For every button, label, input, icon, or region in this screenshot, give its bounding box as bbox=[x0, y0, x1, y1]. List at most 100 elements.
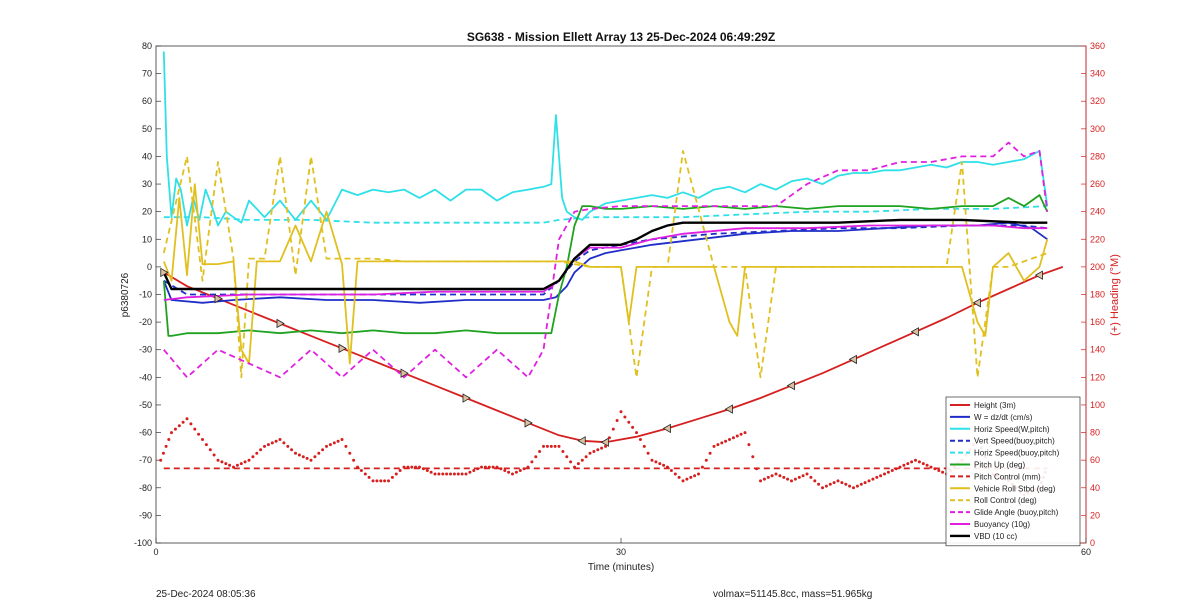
heading-point bbox=[421, 467, 425, 471]
y-tick-label: -100 bbox=[134, 538, 152, 548]
y-tick-label: 50 bbox=[142, 124, 152, 134]
heading-point bbox=[445, 472, 449, 476]
footer-mass-info: volmax=51145.8cc, mass=51.965kg bbox=[713, 589, 873, 600]
heading-point bbox=[759, 479, 762, 483]
series-line-0 bbox=[163, 266, 1064, 444]
heading-point bbox=[228, 463, 232, 467]
height-marker bbox=[338, 343, 347, 354]
series-line-1 bbox=[162, 221, 1048, 304]
heading-point bbox=[247, 458, 251, 462]
heading-point bbox=[499, 467, 503, 471]
series-line-7 bbox=[162, 183, 1049, 365]
heading-point bbox=[611, 427, 615, 431]
y2-tick-label: 300 bbox=[1090, 124, 1105, 134]
heading-point bbox=[592, 450, 596, 453]
y-tick-label: 0 bbox=[147, 262, 152, 272]
y-tick-label: -20 bbox=[139, 317, 152, 327]
heading-point bbox=[762, 477, 766, 481]
heading-point bbox=[824, 484, 828, 488]
y-tick-label: 40 bbox=[142, 151, 152, 161]
heading-point bbox=[278, 438, 282, 441]
height-marker bbox=[400, 368, 409, 378]
legend-label-4: Horiz Speed(buoy,pitch) bbox=[974, 449, 1060, 458]
height-marker bbox=[577, 436, 586, 446]
heading-point bbox=[677, 475, 681, 479]
heading-point bbox=[286, 444, 290, 448]
heading-point bbox=[809, 475, 813, 479]
legend-label-9: Glide Angle (buoy,pitch) bbox=[974, 508, 1059, 517]
heading-point bbox=[805, 472, 809, 476]
heading-point bbox=[429, 470, 433, 474]
y2-tick-label: 200 bbox=[1090, 262, 1105, 272]
height-marker bbox=[160, 267, 169, 278]
heading-point bbox=[491, 465, 495, 469]
heading-point bbox=[294, 451, 297, 455]
heading-point bbox=[797, 475, 801, 479]
y-tick-label: -70 bbox=[139, 455, 152, 465]
height-marker bbox=[910, 327, 919, 337]
heading-point bbox=[921, 462, 925, 466]
heading-point bbox=[309, 458, 313, 462]
heading-point bbox=[627, 420, 631, 424]
heading-point bbox=[844, 482, 848, 486]
heading-point bbox=[836, 479, 840, 483]
y2-axis: 3603403203002802602402202001801601401201… bbox=[1081, 41, 1105, 548]
heading-point bbox=[635, 431, 638, 435]
heading-point bbox=[685, 477, 689, 481]
legend-label-1: W = dz/dt (cm/s) bbox=[974, 413, 1033, 422]
y2-tick-label: 0 bbox=[1090, 538, 1095, 548]
heading-point bbox=[305, 456, 309, 460]
series-line-9 bbox=[163, 141, 1049, 379]
heading-point bbox=[282, 441, 286, 445]
legend-label-7: Vehicle Roll Stbd (deg) bbox=[974, 484, 1056, 493]
heading-point bbox=[313, 455, 317, 459]
heading-point bbox=[212, 453, 216, 457]
height-marker bbox=[276, 318, 285, 329]
heading-point bbox=[600, 446, 604, 450]
heading-point bbox=[189, 422, 193, 426]
y2-tick-label: 120 bbox=[1090, 372, 1105, 382]
heading-point bbox=[623, 415, 627, 419]
heading-point bbox=[743, 431, 747, 435]
height-marker bbox=[724, 404, 733, 414]
series-line-11 bbox=[162, 218, 1048, 291]
series-layer bbox=[160, 51, 1064, 470]
y2-tick-label: 280 bbox=[1090, 151, 1105, 161]
heading-point bbox=[243, 460, 247, 464]
heading-point bbox=[375, 479, 379, 483]
heading-point bbox=[352, 458, 356, 462]
heading-point bbox=[545, 444, 549, 448]
heading-point bbox=[452, 472, 456, 476]
heading-point bbox=[553, 444, 557, 448]
heading-point bbox=[848, 484, 852, 488]
legend-box bbox=[945, 396, 1081, 547]
series-line-3 bbox=[163, 224, 1048, 296]
legend-label-3: Vert Speed(buoy,pitch) bbox=[974, 437, 1055, 446]
heading-point bbox=[449, 472, 452, 476]
heading-point bbox=[700, 465, 704, 469]
y-tick-label: 30 bbox=[142, 179, 152, 189]
heading-point bbox=[832, 481, 836, 485]
heading-point bbox=[689, 475, 693, 479]
legend-label-10: Buoyancy (10g) bbox=[974, 520, 1030, 529]
height-marker bbox=[786, 380, 795, 391]
heading-point bbox=[290, 448, 294, 452]
height-marker bbox=[972, 298, 981, 308]
heading-point bbox=[557, 444, 561, 448]
heading-point bbox=[460, 472, 464, 476]
series-line-4 bbox=[163, 205, 1048, 224]
legend-label-6: Pitch Control (mm) bbox=[974, 472, 1041, 481]
heading-point bbox=[604, 444, 607, 448]
heading-point bbox=[650, 458, 654, 462]
heading-point bbox=[786, 477, 790, 481]
y2-tick-label: 80 bbox=[1090, 428, 1100, 438]
legend-label-0: Height (3m) bbox=[974, 401, 1016, 410]
heading-point bbox=[607, 436, 611, 440]
x-tick-label: 60 bbox=[1081, 547, 1091, 557]
y-tick-label: 60 bbox=[142, 96, 152, 106]
heading-point bbox=[193, 427, 197, 431]
x-axis-label: Time (minutes) bbox=[588, 562, 654, 573]
y-tick-label: -40 bbox=[139, 372, 152, 382]
heading-point bbox=[266, 443, 270, 447]
heading-point bbox=[673, 472, 677, 476]
